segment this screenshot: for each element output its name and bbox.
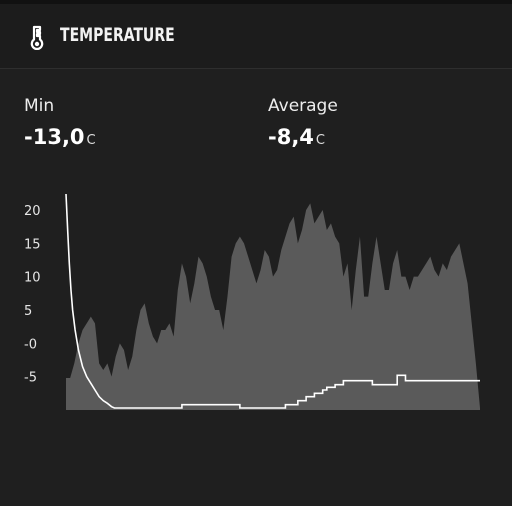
average-label: Average [268, 96, 338, 116]
average-value: -8,4 [268, 125, 314, 149]
card-header: TEMPERATURE [0, 0, 512, 69]
y-tick-label: -0 [24, 337, 37, 352]
temperature-chart: 20 15 10 5 -0 -5 [24, 193, 480, 410]
min-label: Min [24, 96, 55, 116]
thermometer-icon [30, 25, 44, 51]
min-unit: C [86, 133, 96, 148]
average-value-row: -8,4 C [268, 125, 338, 149]
area-series [66, 203, 480, 410]
y-tick-label: 15 [24, 237, 41, 252]
min-stat: Min -13,0 C [24, 96, 96, 149]
average-unit: C [315, 133, 325, 148]
min-value: -13,0 [24, 125, 85, 149]
y-tick-label: 20 [24, 204, 41, 219]
y-tick-label: -5 [24, 371, 37, 386]
card-title: TEMPERATURE [60, 24, 175, 46]
average-stat: Average -8,4 C [268, 96, 338, 149]
y-tick-label: 5 [24, 304, 32, 319]
y-tick-label: 10 [24, 271, 41, 286]
line-series [65, 193, 480, 409]
min-value-row: -13,0 C [24, 125, 96, 149]
top-strip [0, 0, 512, 4]
